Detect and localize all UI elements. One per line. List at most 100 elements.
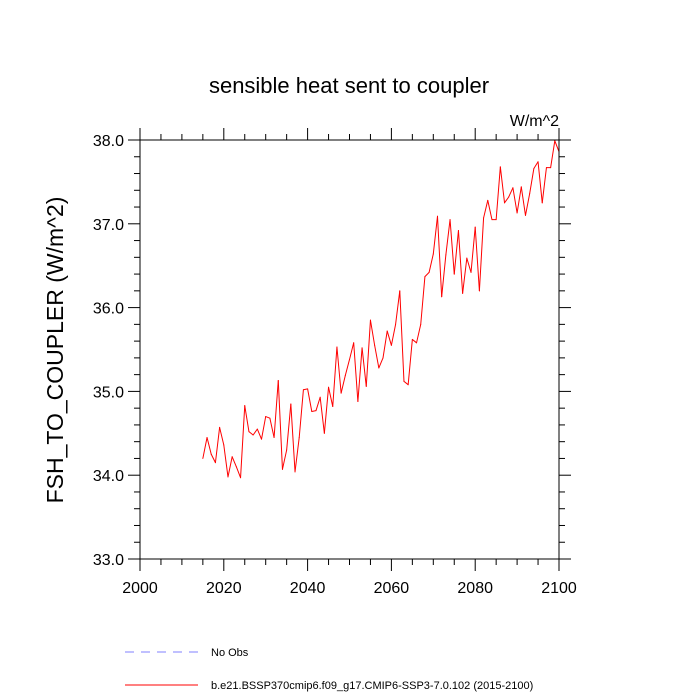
series-segment [529,167,535,195]
series-segment [554,140,560,153]
series-segment [269,417,275,438]
series-segment [386,330,392,346]
series-segment [487,199,493,221]
series-segment [231,456,237,468]
series-segment [361,347,367,387]
series-segment [441,254,447,298]
series-segment [248,431,254,436]
series-segment [336,346,342,394]
y-tick-label: 38.0 [93,133,124,150]
series-segment [349,342,355,361]
series-segment [323,386,330,434]
series-segment [302,388,309,391]
legend: No Obs b.e21.BSSP370cmip6.f09_g17.CMIP6-… [125,647,533,692]
series-segment [214,426,221,464]
series-segment [286,403,292,451]
series-lines [202,140,560,479]
series-segment [307,388,313,413]
x-tick-label: 2020 [206,580,242,597]
series-segment [411,338,418,344]
series-segment [261,416,267,440]
series-segment [206,436,212,455]
series-segment [223,444,229,478]
series-segment [453,230,459,275]
legend-label-model-run: b.e21.BSSP370cmip6.f09_g17.CMIP6-SSP3-7.… [211,680,533,692]
series-segment [403,380,409,386]
series-segment [399,290,405,382]
y-tick-label: 36.0 [93,301,124,318]
series-segment [436,215,443,298]
series-segment [520,186,526,216]
series-segment [344,359,350,376]
series-segment [353,342,359,402]
series-segment [508,187,514,198]
series-segment [374,344,380,369]
series-segment [227,456,233,478]
series-segment [395,290,401,325]
series-segment [252,428,258,436]
axis-tick-labels: 2000 2020 2040 2060 2080 2100 33.0 34.0 35.0 36.0… [93,133,577,597]
series-segment [445,219,451,256]
series-segment [265,416,271,419]
series-segment [504,196,510,204]
y-tick-label: 34.0 [93,468,124,485]
y-tick-label: 33.0 [93,552,124,569]
series-segment [290,403,296,473]
series-segment [281,449,288,470]
x-tick-label: 2080 [457,580,493,597]
series-line-0 [202,140,560,479]
x-tick-label: 2000 [122,580,158,597]
series-segment [457,230,464,294]
series-segment [524,193,531,216]
series-segment [420,276,426,325]
series-segment [294,436,300,473]
series-segment [495,166,501,221]
series-segment [298,389,304,438]
series-segment [541,167,547,204]
legend-label-no-obs: No Obs [211,647,249,659]
series-segment [478,217,485,292]
series-segment [244,405,250,433]
x-tick-label: 2040 [290,580,326,597]
series-segment [499,166,506,204]
series-segment [319,396,325,434]
chart-title: sensible heat sent to coupler [209,73,489,98]
series-segment [516,186,522,214]
series-segment [512,187,518,214]
series-segment [210,453,216,464]
y-tick-label: 37.0 [93,217,124,234]
series-segment [202,436,208,459]
series-segment [390,323,397,346]
units-label: W/m^2 [510,113,559,130]
series-segment [533,161,539,169]
series-segment [483,199,489,219]
series-segment [416,323,422,344]
series-segment [424,271,430,278]
series-segment [273,380,279,438]
series-segment [466,257,472,273]
series-segment [340,374,346,394]
series-segment [428,253,434,273]
series-segment [235,466,242,479]
series-segment [219,426,225,446]
y-axis-label: FSH_TO_COUPLER (W/m^2) [42,197,68,504]
series-segment [378,357,384,369]
x-tick-label: 2060 [374,580,410,597]
series-segment [357,347,363,402]
series-segment [328,386,334,407]
series-segment [332,346,338,407]
series-segment [537,161,543,204]
series-segment [407,338,413,386]
series-segment [277,380,283,470]
series-segment [369,319,376,346]
series-segment [311,410,317,413]
series-segment [382,330,388,359]
series-segment [474,226,480,292]
x-tick-label: 2100 [541,580,577,597]
series-segment [449,219,455,275]
axis-ticks [128,128,571,571]
series-segment [315,396,321,412]
series-segment [256,428,263,440]
series-segment [462,257,468,294]
